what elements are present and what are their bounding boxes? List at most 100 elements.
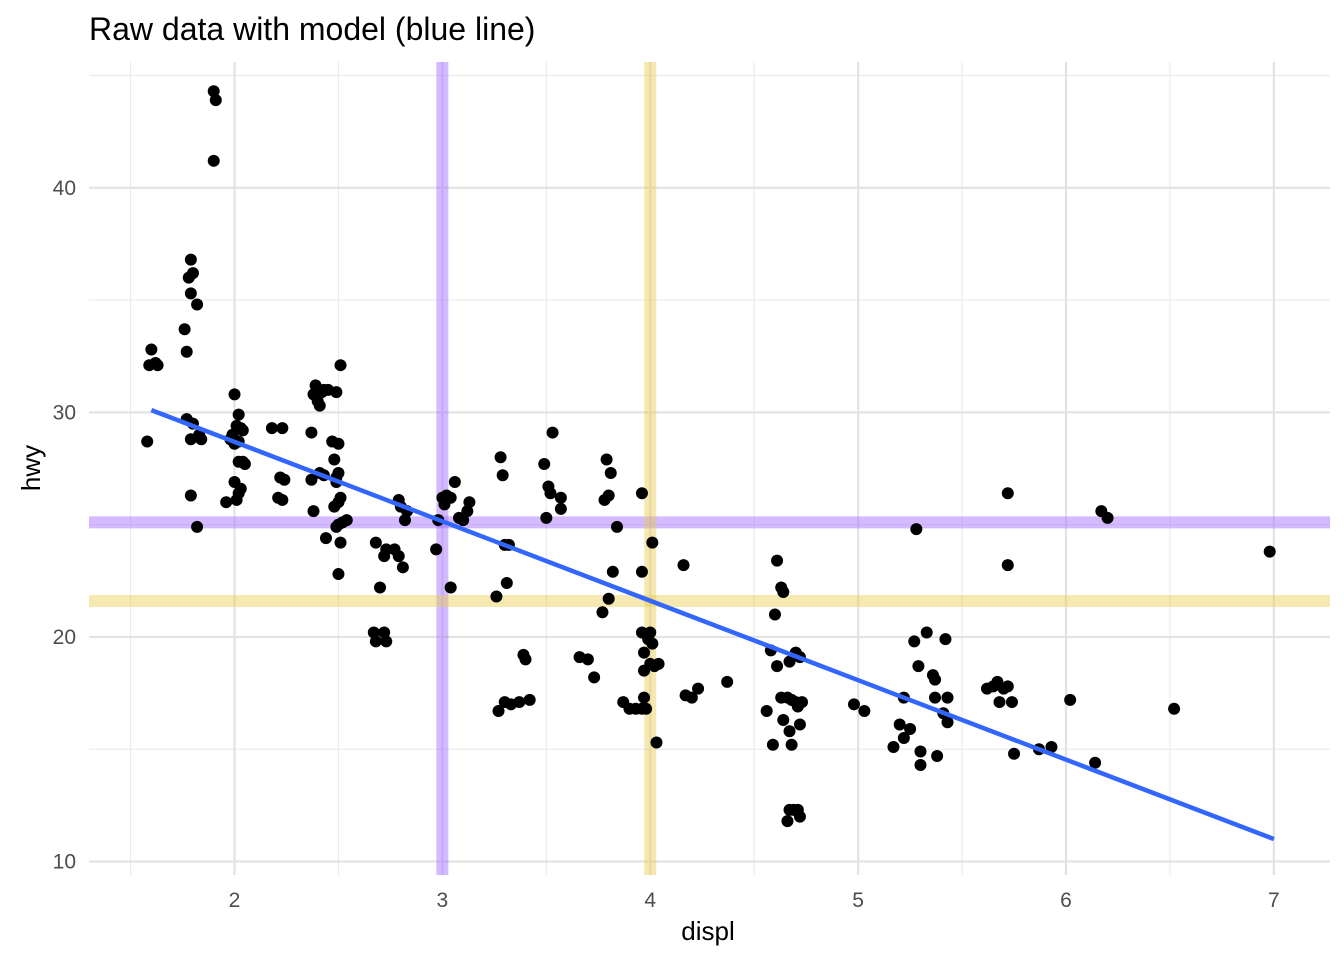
model-line-layer <box>150 408 1275 842</box>
data-point <box>332 568 345 581</box>
data-point <box>783 725 796 738</box>
data-point <box>184 287 197 300</box>
plot-panel <box>89 62 1330 875</box>
data-point <box>677 559 690 572</box>
data-point <box>334 491 347 504</box>
data-point <box>334 536 347 549</box>
data-point <box>191 520 204 533</box>
data-point <box>1001 487 1014 500</box>
data-point <box>191 298 204 311</box>
x-axis-ticks: 2 3 4 5 6 7 <box>229 889 1280 912</box>
data-point <box>692 682 705 695</box>
data-point <box>596 606 609 619</box>
chart-title: Raw data with model (blue line) <box>89 11 535 47</box>
data-point <box>939 633 952 646</box>
data-point <box>265 422 278 435</box>
y-tick-label: 10 <box>53 851 76 874</box>
y-tick-label: 40 <box>53 177 76 200</box>
data-point <box>931 749 944 762</box>
minor-gridlines <box>89 62 1330 875</box>
data-point <box>207 85 220 98</box>
major-gridlines <box>89 62 1330 875</box>
data-point <box>180 345 193 358</box>
data-point <box>783 655 796 668</box>
data-point <box>1005 696 1018 709</box>
data-point <box>793 810 806 823</box>
data-point <box>276 493 289 506</box>
data-point <box>635 487 648 500</box>
data-point <box>785 738 798 751</box>
y-axis-title: hwy <box>16 445 46 491</box>
data-point <box>151 359 164 372</box>
data-point <box>184 253 197 266</box>
data-point <box>461 505 474 518</box>
data-point <box>141 435 154 448</box>
data-point <box>777 714 790 727</box>
data-point <box>721 675 734 688</box>
data-point <box>178 323 191 336</box>
y-axis-ticks: 10 20 30 40 <box>53 177 76 874</box>
data-point <box>640 702 653 715</box>
data-point <box>332 437 345 450</box>
data-point <box>602 489 615 502</box>
data-point <box>793 718 806 731</box>
data-point <box>238 458 251 471</box>
data-point <box>444 491 457 504</box>
data-points <box>141 85 1276 828</box>
data-point <box>893 718 906 731</box>
data-point <box>334 359 347 372</box>
data-point <box>646 637 659 650</box>
data-point <box>380 543 393 556</box>
data-point <box>340 514 353 527</box>
data-point <box>230 493 243 506</box>
data-point <box>781 815 794 828</box>
data-point <box>760 705 773 718</box>
data-point <box>234 482 247 495</box>
data-point <box>463 496 476 509</box>
data-point <box>319 532 332 545</box>
data-point <box>186 267 199 280</box>
data-point <box>1064 693 1077 706</box>
data-point <box>232 408 245 421</box>
data-point <box>554 491 567 504</box>
data-point <box>207 154 220 167</box>
data-point <box>380 635 393 648</box>
data-point <box>544 487 557 500</box>
reference-lines <box>89 62 1330 875</box>
data-point <box>652 657 665 670</box>
data-point <box>307 505 320 518</box>
data-point <box>766 738 779 751</box>
data-point <box>396 561 409 574</box>
data-point <box>1045 740 1058 753</box>
data-point <box>1168 702 1181 715</box>
data-point <box>369 635 382 648</box>
data-point <box>771 660 784 673</box>
data-point <box>430 543 443 556</box>
data-point <box>638 646 651 659</box>
data-point <box>554 502 567 515</box>
model-line <box>150 408 1275 842</box>
data-point <box>1263 545 1276 558</box>
data-point <box>184 489 197 502</box>
data-point <box>768 608 781 621</box>
data-point <box>600 453 613 466</box>
data-point <box>858 705 871 718</box>
data-point <box>847 698 860 711</box>
data-point <box>904 723 917 736</box>
data-point <box>236 424 249 437</box>
data-point <box>771 554 784 567</box>
x-tick-label: 2 <box>229 889 241 912</box>
data-point <box>606 565 619 578</box>
data-point <box>638 691 651 704</box>
data-point <box>941 691 954 704</box>
data-point <box>392 550 405 563</box>
data-point <box>328 453 341 466</box>
data-point <box>195 433 208 446</box>
y-tick-label: 30 <box>53 401 76 424</box>
data-point <box>494 451 507 464</box>
data-point <box>912 660 925 673</box>
data-point <box>276 422 289 435</box>
data-point <box>278 473 291 486</box>
data-point <box>929 673 942 686</box>
data-point <box>209 94 222 107</box>
